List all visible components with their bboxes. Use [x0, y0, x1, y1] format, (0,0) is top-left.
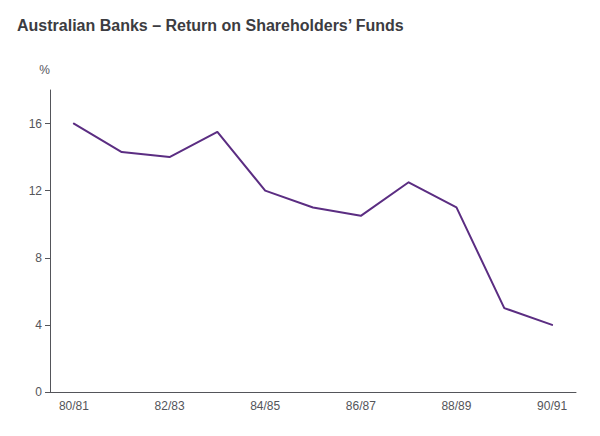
svg-text:88/89: 88/89 — [441, 399, 471, 413]
svg-text:90/91: 90/91 — [537, 399, 567, 413]
svg-text:84/85: 84/85 — [250, 399, 280, 413]
svg-text:82/83: 82/83 — [155, 399, 185, 413]
svg-text:12: 12 — [29, 184, 43, 198]
svg-text:4: 4 — [35, 318, 42, 332]
svg-text:Australian Banks – Return on S: Australian Banks – Return on Shareholder… — [17, 17, 404, 34]
svg-text:80/81: 80/81 — [59, 399, 89, 413]
svg-text:86/87: 86/87 — [346, 399, 376, 413]
svg-text:0: 0 — [35, 385, 42, 399]
svg-text:8: 8 — [35, 251, 42, 265]
svg-text:16: 16 — [29, 117, 43, 131]
svg-text:%: % — [39, 63, 50, 77]
